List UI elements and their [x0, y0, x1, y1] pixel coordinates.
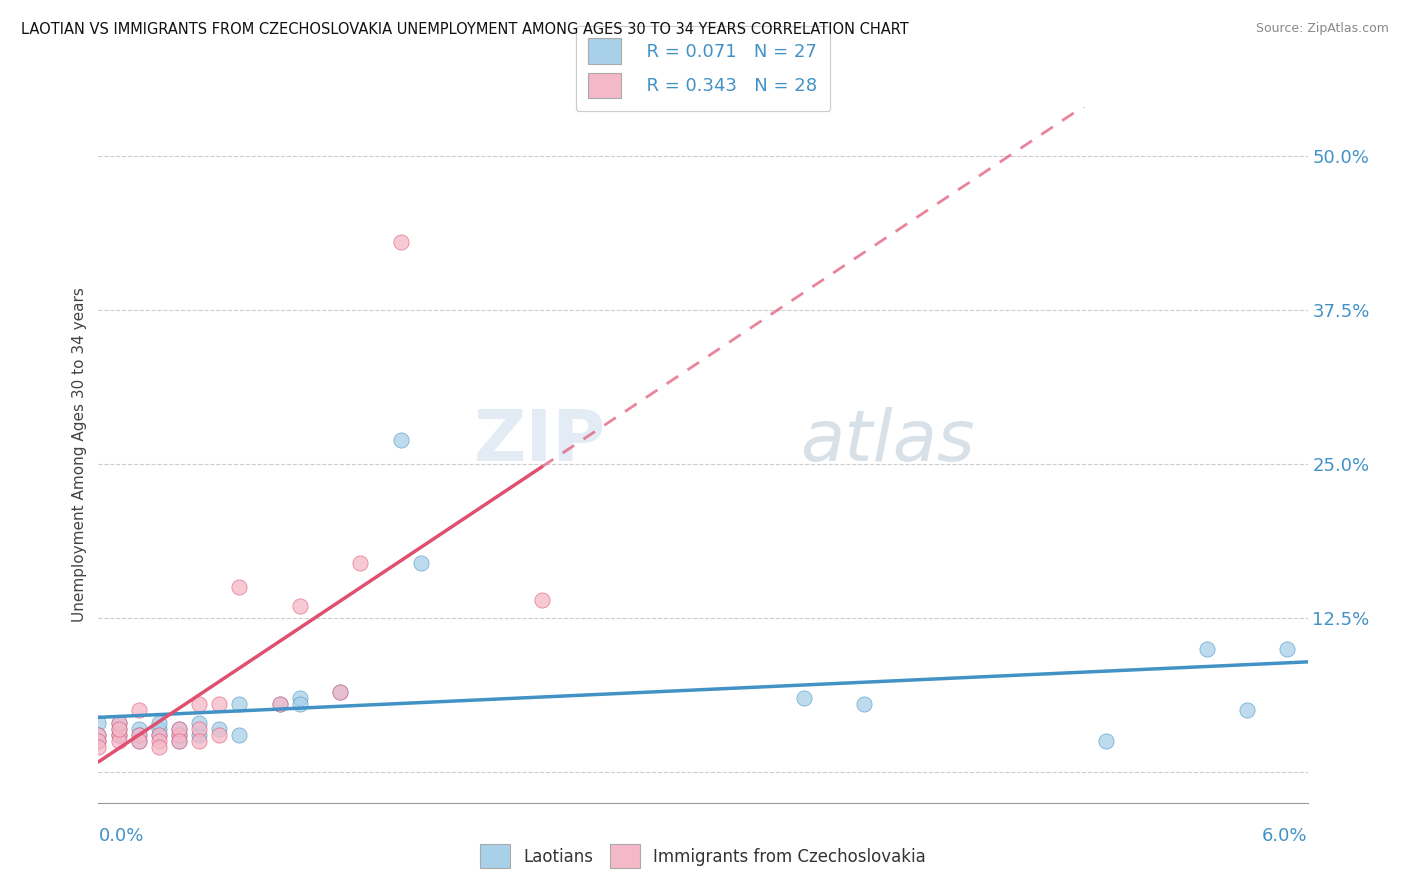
Point — [188, 715, 211, 730]
Point — [148, 734, 170, 748]
Point — [208, 698, 231, 712]
Point — [87, 734, 110, 748]
Point — [87, 728, 110, 742]
Point — [288, 599, 311, 613]
Point — [107, 715, 129, 730]
Point — [269, 698, 291, 712]
Point — [87, 715, 110, 730]
Point — [228, 728, 250, 742]
Point — [167, 728, 190, 742]
Text: ZIP: ZIP — [474, 407, 606, 475]
Point — [288, 691, 311, 706]
Point — [167, 722, 190, 736]
Point — [1195, 641, 1218, 656]
Text: 6.0%: 6.0% — [1263, 828, 1308, 846]
Legend: Laotians, Immigrants from Czechoslovakia: Laotians, Immigrants from Czechoslovakia — [474, 838, 932, 875]
Point — [1236, 703, 1258, 717]
Point — [188, 728, 211, 742]
Point — [530, 592, 553, 607]
Point — [167, 728, 190, 742]
Point — [349, 556, 371, 570]
Point — [107, 722, 129, 736]
Point — [167, 722, 190, 736]
Point — [128, 734, 150, 748]
Point — [148, 740, 170, 755]
Point — [128, 728, 150, 742]
Point — [148, 715, 170, 730]
Point — [128, 722, 150, 736]
Point — [288, 698, 311, 712]
Point — [208, 728, 231, 742]
Point — [409, 556, 432, 570]
Text: atlas: atlas — [800, 407, 974, 475]
Point — [793, 691, 815, 706]
Point — [87, 728, 110, 742]
Point — [107, 728, 129, 742]
Point — [1277, 641, 1299, 656]
Text: 0.0%: 0.0% — [98, 828, 143, 846]
Point — [107, 722, 129, 736]
Point — [228, 580, 250, 594]
Point — [107, 715, 129, 730]
Point — [329, 685, 352, 699]
Point — [128, 703, 150, 717]
Point — [148, 728, 170, 742]
Point — [167, 734, 190, 748]
Point — [87, 734, 110, 748]
Point — [329, 685, 352, 699]
Point — [228, 698, 250, 712]
Y-axis label: Unemployment Among Ages 30 to 34 years: Unemployment Among Ages 30 to 34 years — [72, 287, 87, 623]
Text: LAOTIAN VS IMMIGRANTS FROM CZECHOSLOVAKIA UNEMPLOYMENT AMONG AGES 30 TO 34 YEARS: LAOTIAN VS IMMIGRANTS FROM CZECHOSLOVAKI… — [21, 22, 908, 37]
Point — [167, 734, 190, 748]
Point — [188, 734, 211, 748]
Point — [389, 433, 412, 447]
Point — [128, 734, 150, 748]
Point — [107, 728, 129, 742]
Point — [1095, 734, 1118, 748]
Point — [87, 740, 110, 755]
Point — [148, 728, 170, 742]
Point — [188, 722, 211, 736]
Text: Source: ZipAtlas.com: Source: ZipAtlas.com — [1256, 22, 1389, 36]
Point — [128, 728, 150, 742]
Point — [208, 722, 231, 736]
Point — [148, 722, 170, 736]
Point — [389, 235, 412, 250]
Legend:   R = 0.071   N = 27,   R = 0.343   N = 28: R = 0.071 N = 27, R = 0.343 N = 28 — [576, 26, 830, 111]
Point — [188, 698, 211, 712]
Point — [269, 698, 291, 712]
Point — [853, 698, 876, 712]
Point — [107, 734, 129, 748]
